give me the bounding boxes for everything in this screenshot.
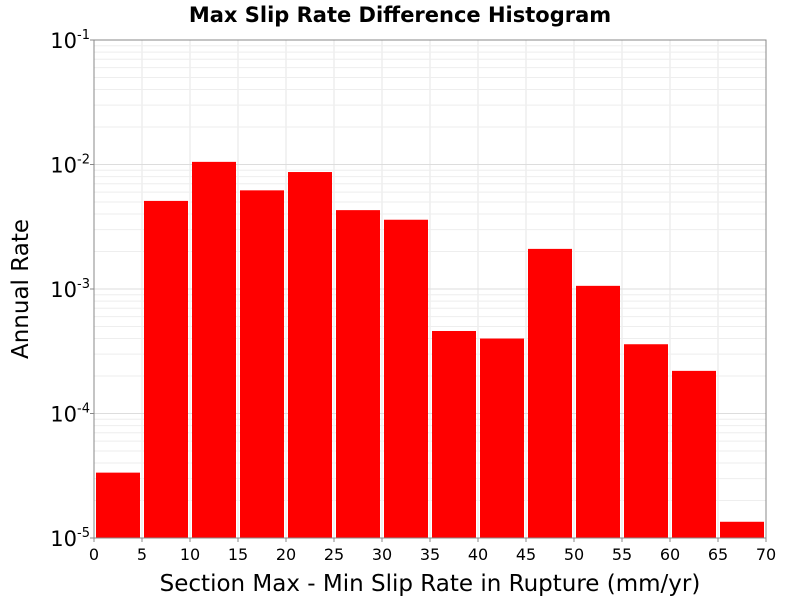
bar (720, 521, 764, 538)
x-tick-label: 15 (228, 545, 248, 564)
bar (384, 219, 428, 538)
bar (576, 285, 620, 538)
x-tick-label: 5 (137, 545, 147, 564)
bar (192, 161, 236, 538)
x-tick-label: 25 (324, 545, 344, 564)
x-tick-label: 45 (516, 545, 536, 564)
bar (432, 330, 476, 538)
y-tick-label: 10-2 (50, 153, 90, 178)
bar (672, 370, 716, 538)
x-tick-label: 55 (612, 545, 632, 564)
bar (624, 344, 668, 538)
y-tick-label: 10-3 (50, 277, 90, 302)
y-tick-label: 10-5 (50, 526, 90, 551)
x-tick-label: 40 (468, 545, 488, 564)
y-axis-ticks: 10-1 10-2 10-3 10-4 10-5 (50, 28, 94, 551)
chart-title: Max Slip Rate Difference Histogram (189, 3, 611, 27)
bar (528, 248, 572, 538)
y-tick-label: 10-4 (50, 402, 90, 427)
bar (96, 472, 140, 538)
x-tick-label: 30 (372, 545, 392, 564)
x-tick-label: 0 (89, 545, 99, 564)
y-axis-label: Annual Rate (8, 219, 34, 359)
x-axis-label: Section Max - Min Slip Rate in Rupture (… (160, 571, 701, 597)
bar (480, 338, 524, 538)
bar (288, 172, 332, 538)
bars (96, 161, 764, 538)
x-tick-label: 60 (660, 545, 680, 564)
x-axis-ticks: 0 5 10 15 20 25 30 35 40 45 50 55 60 65 70 (89, 538, 776, 564)
x-tick-label: 10 (180, 545, 200, 564)
x-tick-label: 65 (708, 545, 728, 564)
bar (336, 210, 380, 538)
x-tick-label: 70 (756, 545, 776, 564)
bar (144, 200, 188, 538)
x-tick-label: 50 (564, 545, 584, 564)
x-tick-label: 20 (276, 545, 296, 564)
bar (240, 190, 284, 538)
x-tick-label: 35 (420, 545, 440, 564)
y-tick-label: 10-1 (50, 28, 90, 53)
